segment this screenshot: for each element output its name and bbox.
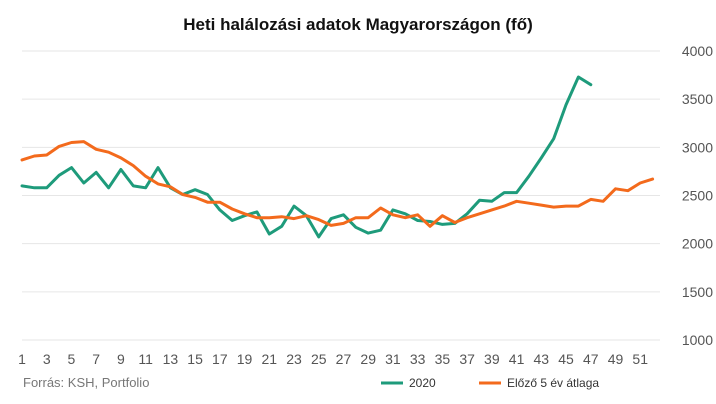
y-tick-label: 2500 xyxy=(682,188,713,204)
y-tick-label: 3500 xyxy=(682,91,713,107)
x-tick-label: 9 xyxy=(117,351,125,367)
x-tick-label: 37 xyxy=(459,351,475,367)
series-points-previous-5-year-average xyxy=(21,141,653,227)
y-tick-label: 2000 xyxy=(682,236,713,252)
x-tick-label: 21 xyxy=(261,351,277,367)
x-tick-label: 33 xyxy=(410,351,426,367)
chart-title: Heti halálozási adatok Magyarországon (f… xyxy=(183,15,533,34)
series-line-previous-5-year-average xyxy=(20,140,655,228)
x-tick-label: 19 xyxy=(237,351,253,367)
series-lines xyxy=(20,75,655,239)
x-tick-label: 31 xyxy=(385,351,401,367)
x-tick-label: 41 xyxy=(509,351,525,367)
x-tick-label: 7 xyxy=(92,351,100,367)
x-tick-label: 17 xyxy=(212,351,228,367)
x-tick-label: 15 xyxy=(187,351,203,367)
x-tick-label: 45 xyxy=(558,351,574,367)
x-tick-label: 35 xyxy=(435,351,451,367)
x-tick-label: 39 xyxy=(484,351,500,367)
y-tick-label: 1500 xyxy=(682,284,713,300)
x-axis-ticks: 1 3 5 7 9 11 13 15 17 19 21 23 25 27 29 31 33 35 37 39 41 43 4… xyxy=(18,351,648,367)
x-tick-label: 29 xyxy=(360,351,376,367)
x-tick-label: 23 xyxy=(286,351,302,367)
legend: 2020 Előző 5 év átlaga xyxy=(381,376,599,390)
x-tick-label: 3 xyxy=(43,351,51,367)
y-tick-label: 1000 xyxy=(682,332,713,348)
series-line-2020 xyxy=(20,75,593,239)
x-tick-label: 25 xyxy=(311,351,327,367)
x-tick-label: 13 xyxy=(163,351,179,367)
x-tick-label: 43 xyxy=(534,351,550,367)
y-axis-ticks: 1000 1500 2000 2500 3000 3500 4000 xyxy=(682,43,713,348)
x-tick-label: 47 xyxy=(583,351,599,367)
series-points-2020 xyxy=(21,76,591,238)
source-note: Forrás: KSH, Portfolio xyxy=(23,375,149,390)
x-tick-label: 5 xyxy=(68,351,76,367)
x-tick-label: 27 xyxy=(336,351,352,367)
x-tick-label: 49 xyxy=(608,351,624,367)
x-tick-label: 1 xyxy=(18,351,26,367)
y-tick-label: 3000 xyxy=(682,139,713,155)
legend-label-previous-5-year-average: Előző 5 év átlaga xyxy=(507,376,599,390)
x-tick-label: 11 xyxy=(138,351,153,367)
legend-label-2020: 2020 xyxy=(409,376,436,390)
y-tick-label: 4000 xyxy=(682,43,713,59)
grid-lines xyxy=(22,50,660,341)
x-tick-label: 51 xyxy=(632,351,648,367)
